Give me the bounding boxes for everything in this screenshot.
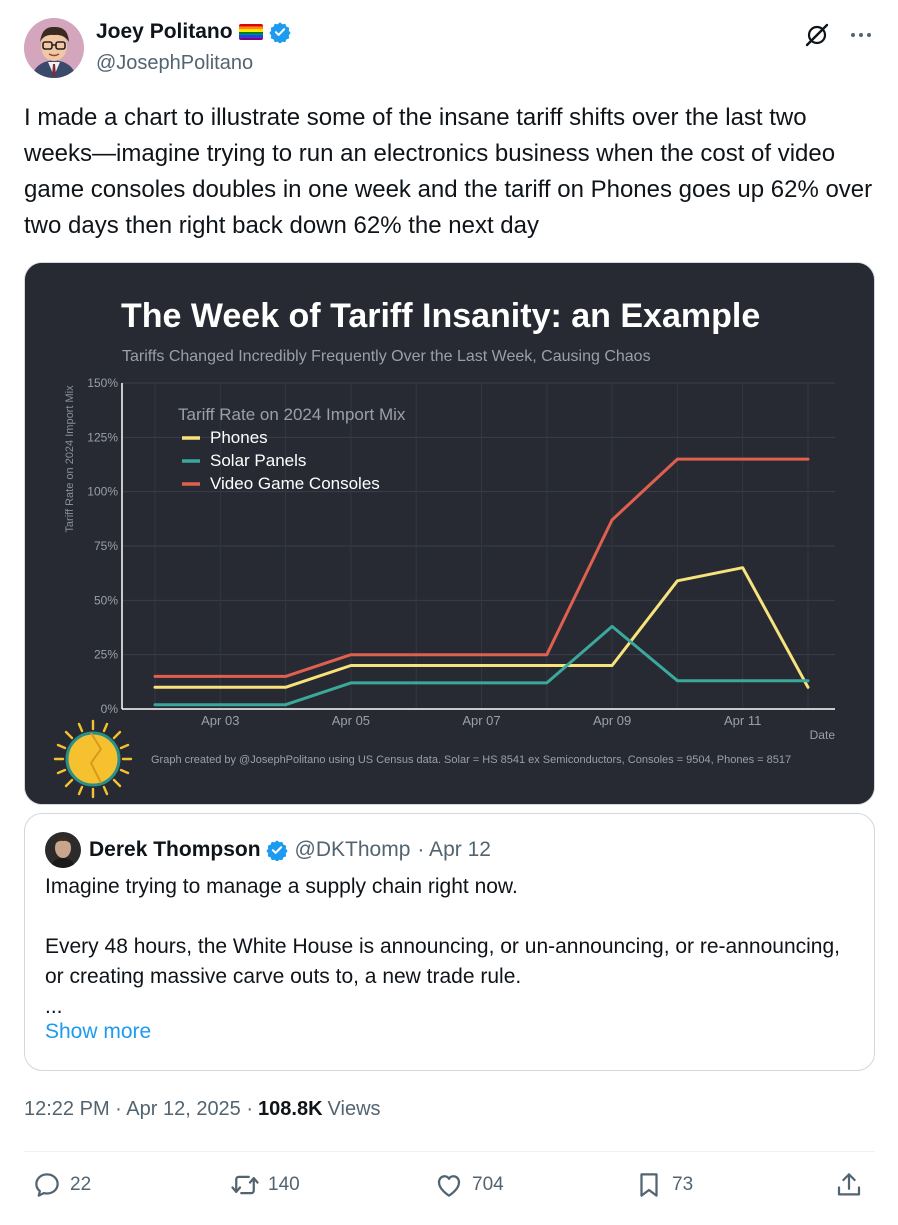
tweet-meta: 12:22 PM · Apr 12, 2025 · 108.8K Views [24, 1098, 381, 1121]
views-count: 108.8K [258, 1098, 323, 1120]
quote-verified-icon [265, 839, 288, 862]
tweet-text: I made a chart to illustrate some of the… [24, 104, 873, 239]
author-handle[interactable]: @JosephPolitano [96, 52, 254, 74]
like-icon [437, 1175, 461, 1197]
verified-icon[interactable] [268, 21, 291, 44]
like-count: 704 [472, 1174, 504, 1195]
repost-button[interactable]: 140 [230, 1170, 300, 1200]
quote-date[interactable]: · Apr 12 [417, 838, 491, 861]
x-tick-label: Apr 07 [462, 713, 500, 728]
show-more-link[interactable]: Show more [45, 1020, 152, 1043]
share-button[interactable] [834, 1170, 864, 1200]
quote-author-avatar[interactable] [45, 832, 81, 868]
quote-text: Imagine trying to manage a supply chain … [45, 872, 855, 1022]
legend-label: Solar Panels [210, 451, 306, 470]
chart-subtitle: Tariffs Changed Incredibly Frequently Ov… [122, 348, 651, 365]
legend-label: Video Game Consoles [210, 474, 380, 493]
views-label: Views [327, 1098, 381, 1120]
y-tick-label: 25% [94, 648, 118, 662]
x-tick-label: Apr 05 [332, 713, 370, 728]
y-tick-label: 0% [101, 702, 119, 716]
legend-title: Tariff Rate on 2024 Import Mix [178, 405, 406, 424]
author-name[interactable]: Joey Politano [96, 20, 233, 43]
reply-count: 22 [70, 1174, 92, 1195]
bookmark-icon [640, 1173, 658, 1197]
sun-logo-icon [53, 719, 133, 799]
y-tick-label: 100% [87, 485, 118, 499]
repost-icon [231, 1175, 259, 1195]
quote-line: ... [45, 995, 63, 1018]
x-tick-label: Apr 03 [201, 713, 239, 728]
x-tick-label: Apr 11 [724, 713, 761, 728]
tweet-header: Joey Politano @JosephPolitano [24, 16, 874, 82]
series-line-video-game-consoles [153, 457, 810, 678]
like-button[interactable]: 704 [434, 1170, 504, 1200]
reply-button[interactable]: 22 [32, 1170, 91, 1200]
more-icon[interactable] [848, 22, 874, 48]
author-avatar[interactable] [24, 18, 84, 78]
legend-label: Phones [210, 428, 268, 447]
quote-line: Imagine trying to manage a supply chain … [45, 875, 518, 898]
chart-caption: Graph created by @JosephPolitano using U… [151, 754, 791, 766]
quoted-tweet[interactable]: Derek Thompson @DKThomp · Apr 12 Imagine… [24, 813, 875, 1071]
divider [24, 1151, 875, 1152]
series-line-solar-panels [153, 624, 810, 707]
chart-ylabel: Tariff Rate on 2024 Import Mix [64, 385, 76, 533]
chart-title: The Week of Tariff Insanity: an Example [121, 297, 760, 335]
quote-author-handle[interactable]: @DKThomp [294, 838, 411, 861]
action-bar: 22 140 704 73 [24, 1170, 875, 1210]
tariff-chart: The Week of Tariff Insanity: an Example … [25, 263, 874, 804]
chart-xlabel: Date [810, 728, 836, 742]
reply-icon [35, 1173, 59, 1197]
bookmark-count: 73 [672, 1174, 694, 1195]
chart-image[interactable]: The Week of Tariff Insanity: an Example … [24, 262, 875, 805]
y-tick-label: 125% [87, 430, 118, 444]
bookmark-button[interactable]: 73 [634, 1170, 693, 1200]
quote-line: Every 48 hours, the White House is annou… [45, 935, 840, 988]
pride-flag-icon [238, 24, 263, 40]
quote-line [45, 902, 855, 932]
x-tick-label: Apr 09 [593, 713, 631, 728]
y-tick-label: 50% [94, 593, 118, 607]
y-tick-label: 150% [87, 376, 118, 390]
tweet-timestamp[interactable]: 12:22 PM · Apr 12, 2025 · [24, 1098, 254, 1120]
y-tick-label: 75% [94, 539, 118, 553]
repost-count: 140 [268, 1174, 300, 1195]
share-icon [837, 1173, 861, 1196]
quote-author-name[interactable]: Derek Thompson [89, 838, 261, 861]
grok-icon[interactable] [804, 22, 830, 48]
series-line-phones [153, 566, 810, 689]
